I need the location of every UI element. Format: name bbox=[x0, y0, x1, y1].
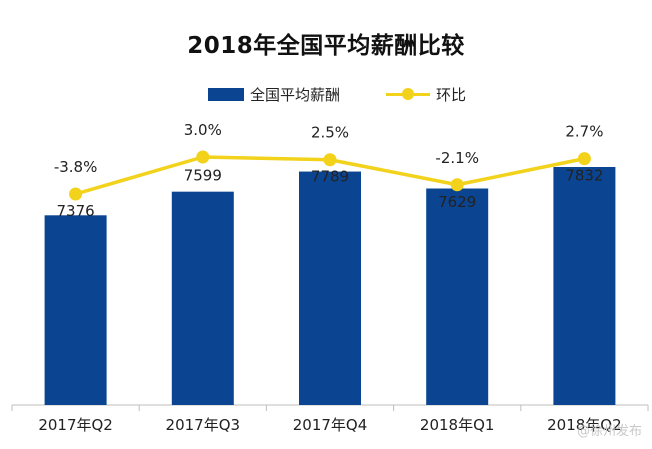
legend-bar-swatch bbox=[208, 87, 244, 101]
bar-3 bbox=[299, 171, 361, 405]
bar-value-label: 7599 bbox=[184, 167, 222, 185]
x-category-label: 2018年Q2 bbox=[547, 416, 622, 434]
bar-2 bbox=[171, 191, 234, 405]
bar-value-label: 7789 bbox=[311, 168, 349, 186]
legend-line-swatch bbox=[386, 87, 431, 101]
growth-value-label: 2.7% bbox=[565, 123, 603, 141]
bar-value-label: 7629 bbox=[438, 193, 476, 211]
bar-1 bbox=[44, 215, 107, 405]
chart-title: 2018年全国平均薪酬比较 bbox=[187, 33, 465, 59]
growth-point-3 bbox=[323, 153, 337, 167]
x-category-label: 2017年Q4 bbox=[293, 416, 368, 434]
growth-value-label: -2.1% bbox=[435, 149, 479, 167]
bar-4 bbox=[426, 188, 489, 405]
bar-value-label: 7832 bbox=[565, 167, 603, 185]
legend: 全国平均薪酬 环比 bbox=[208, 84, 466, 104]
bar-5 bbox=[553, 167, 616, 405]
x-category-label: 2017年Q3 bbox=[166, 416, 241, 434]
x-category-label: 2018年Q1 bbox=[420, 416, 495, 434]
growth-value-label: -3.8% bbox=[54, 158, 98, 176]
growth-point-2 bbox=[196, 150, 210, 164]
watermark: @徐州发布 bbox=[576, 424, 642, 439]
legend-label-salary: 全国平均薪酬 bbox=[250, 85, 341, 104]
growth-point-5 bbox=[577, 152, 591, 166]
bar-value-label: 7376 bbox=[57, 202, 95, 220]
legend-label-growth: 环比 bbox=[436, 85, 467, 104]
growth-point-4 bbox=[450, 178, 464, 192]
x-category-label: 2017年Q2 bbox=[38, 416, 113, 434]
growth-point-1 bbox=[69, 187, 83, 201]
growth-value-label: 3.0% bbox=[184, 121, 222, 139]
growth-value-label: 2.5% bbox=[311, 124, 349, 142]
